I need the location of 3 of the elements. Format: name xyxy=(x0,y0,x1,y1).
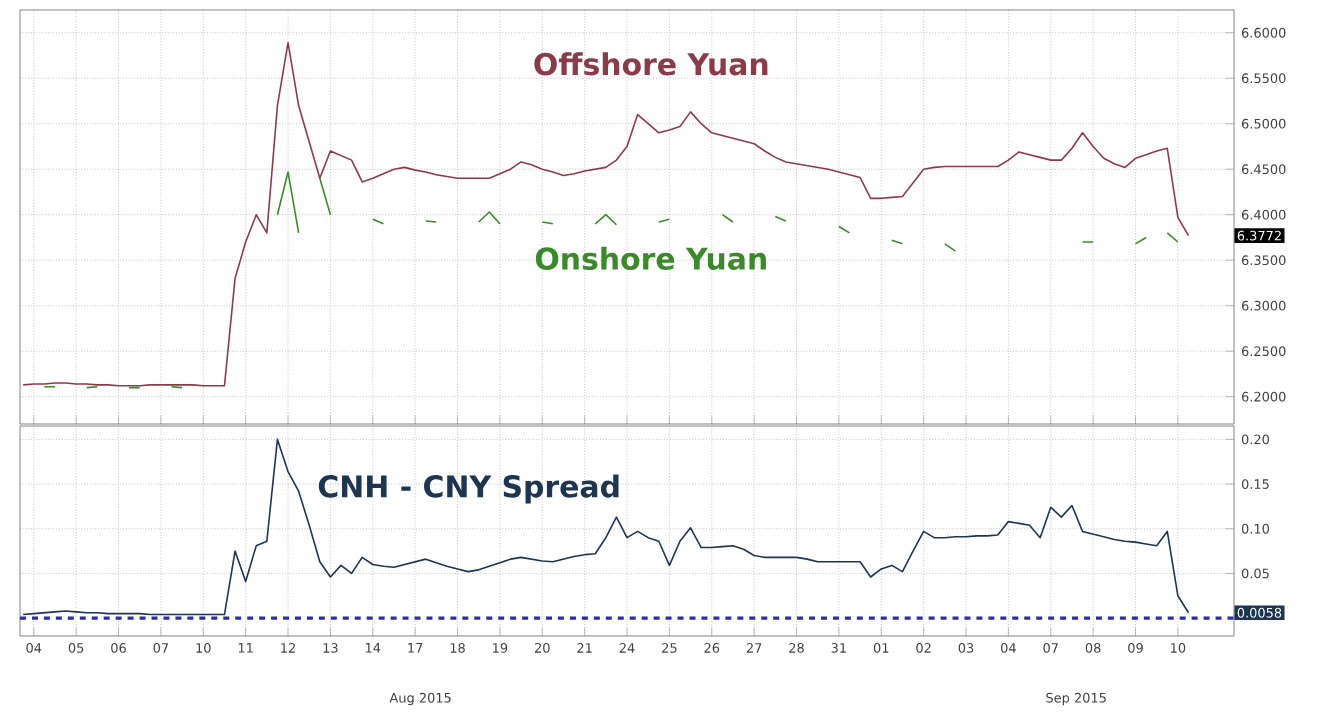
series-label: CNH - CNY Spread xyxy=(318,474,619,504)
series-label: Onshore Yuan xyxy=(535,246,766,271)
series-label: Offshore Yuan xyxy=(534,52,768,76)
